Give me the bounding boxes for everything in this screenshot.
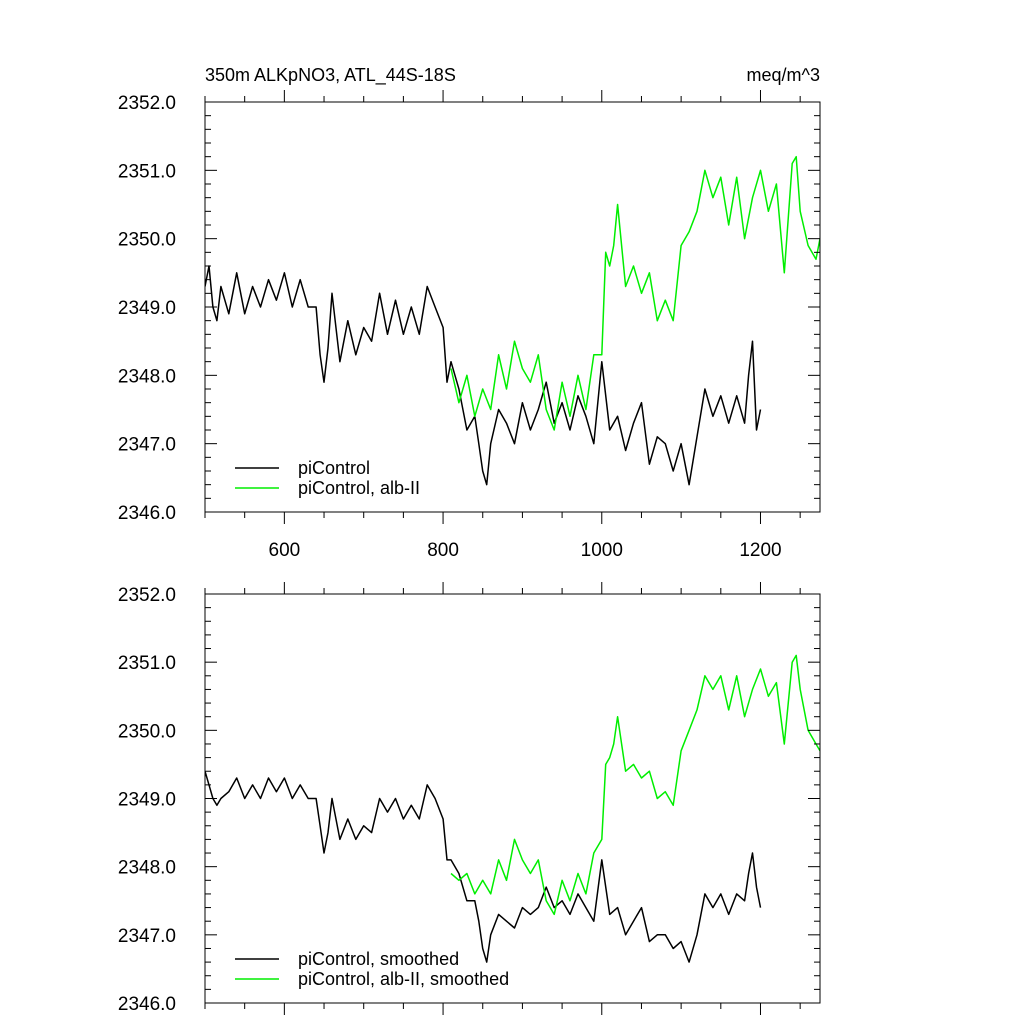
units-label: meq/m^3 — [747, 65, 820, 85]
series-line-0 — [205, 265, 762, 486]
x-tick-label: 600 — [269, 540, 301, 561]
series-layer — [205, 654, 820, 963]
plot-frame — [204, 101, 821, 513]
legend: piControl piControl, alb-II — [235, 458, 420, 498]
legend-label-alb-ii-smoothed: piControl, alb-II, smoothed — [298, 969, 509, 989]
ticks-layer — [204, 582, 820, 1015]
y-tick-label: 2352.0 — [118, 93, 176, 114]
legend-label-picontrol: piControl — [298, 458, 370, 478]
plot-frame — [204, 593, 821, 1004]
y-tick-label: 2352.0 — [118, 585, 176, 606]
series-line-0 — [205, 770, 762, 963]
y-tick-label: 2351.0 — [118, 653, 176, 674]
y-tick-label: 2348.0 — [118, 858, 176, 879]
y-tick-label: 2350.0 — [118, 721, 176, 742]
series-line-1 — [450, 654, 820, 916]
y-tick-label: 2349.0 — [118, 790, 176, 811]
y-tick-label: 2350.0 — [118, 230, 176, 251]
x-tick-label: 800 — [427, 540, 459, 561]
y-tick-label: 2347.0 — [118, 926, 176, 947]
y-tick-label: 2349.0 — [118, 298, 176, 319]
legend-label-picontrol-smoothed: piControl, smoothed — [298, 949, 459, 969]
tick-labels-layer: 2346.0 2347.0 2348.0 2349.0 2350.0 2351.0 2352… — [118, 585, 176, 1015]
y-tick-label: 2347.0 — [118, 435, 176, 456]
x-tick-label: 1000 — [581, 540, 623, 561]
y-tick-label: 2351.0 — [118, 161, 176, 182]
legend: piControl, smoothed piControl, alb-II, s… — [235, 949, 509, 989]
y-tick-label: 2346.0 — [118, 503, 176, 524]
series-line-1 — [450, 155, 820, 431]
ticks-layer — [204, 90, 820, 524]
chart-title: 350m ALKpNO3, ATL_44S-18S — [205, 65, 456, 86]
legend-label-alb-ii: piControl, alb-II — [298, 478, 420, 498]
series-layer — [205, 155, 820, 486]
y-tick-label: 2348.0 — [118, 366, 176, 387]
x-tick-label: 1200 — [739, 540, 781, 561]
top-panel: 350m ALKpNO3, ATL_44S-18S meq/m^3 600 800… — [118, 65, 821, 561]
y-tick-label: 2346.0 — [118, 994, 176, 1015]
bottom-panel: 2346.0 2347.0 2348.0 2349.0 2350.0 2351.0 2352… — [118, 582, 821, 1015]
tick-labels-layer: 600 800 1000 1200 2346.0 2347.0 2348.0 2349.0 23… — [118, 93, 782, 561]
